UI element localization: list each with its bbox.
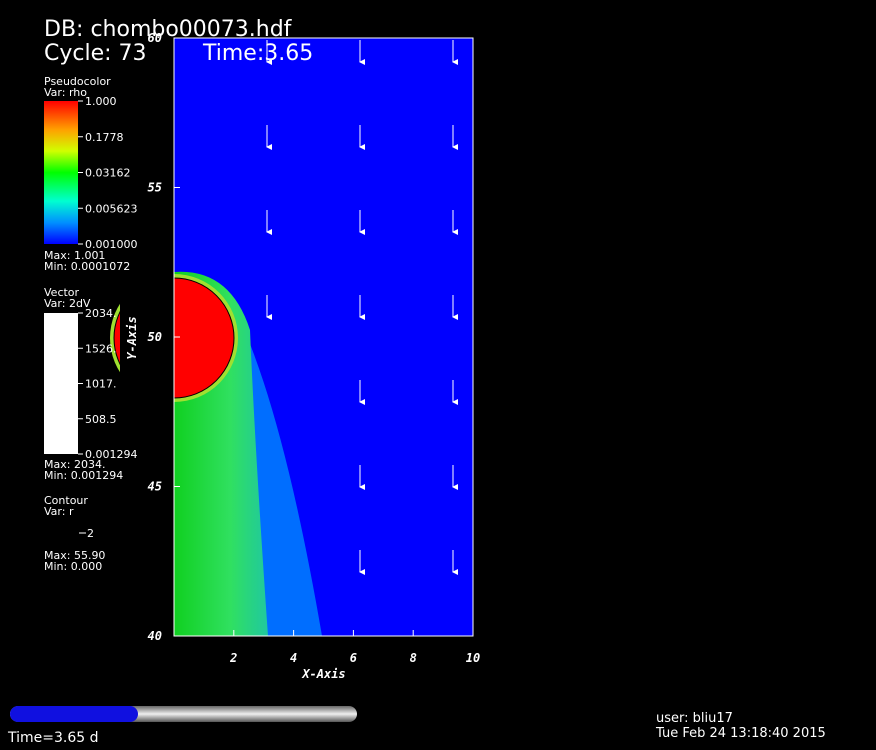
legend-min: Min: 0.0001072 (44, 260, 130, 273)
legend-tick-label: 508.5 (85, 413, 117, 426)
x-tick-label: 8 (410, 651, 417, 665)
cycle-label: Cycle: 73 (44, 41, 147, 66)
legend-max: Max: 1.001 (44, 249, 105, 262)
legend-var: Var: 2dV (44, 297, 91, 310)
x-tick-label: 2 (229, 651, 237, 665)
x-tick-label: 4 (290, 651, 297, 665)
legend-tick-label: 2034. (85, 307, 117, 320)
legend-min: Min: 0.001294 (44, 469, 123, 482)
vector-arrows (266, 40, 458, 575)
x-axis-label: X-Axis (301, 667, 345, 681)
legend-tick-label: 1.000 (85, 95, 117, 108)
contour-level: 2 (87, 527, 94, 540)
colorbar (44, 101, 78, 244)
legend-var: Var: r (44, 505, 74, 518)
legend-tick-label: 0.001000 (85, 238, 138, 251)
legend-max: Max: 2034. (44, 458, 105, 471)
legend-min: Min: 0.000 (44, 560, 102, 573)
footer-time: Time=3.65 d (7, 730, 99, 746)
legend-title: Vector (44, 286, 80, 299)
y-tick-label: 45 (148, 480, 162, 494)
vector-bar (44, 313, 78, 454)
mask (120, 38, 174, 638)
time-label: Time:3.65 (202, 41, 313, 66)
legend-tick-label: 1017. (85, 378, 117, 391)
date-label: Tue Feb 24 13:18:40 2015 (655, 726, 826, 741)
y-tick-label: 50 (148, 330, 162, 344)
x-tick-label: 6 (350, 651, 357, 665)
legend-tick-label: 1526. (85, 342, 117, 355)
legend-var: Var: rho (44, 86, 87, 99)
time-slider-progress (10, 706, 138, 722)
legend-tick-label: 0.001294 (85, 448, 138, 461)
legend-tick-label: 0.03162 (85, 167, 131, 180)
user-label: user: bliu17 (656, 711, 733, 726)
legend-tick-label: 0.005623 (85, 202, 138, 215)
legend-title: Contour (44, 494, 88, 507)
legend-title: Pseudocolor (44, 75, 111, 88)
y-tick-label: 60 (148, 31, 162, 45)
y-tick-label: 55 (148, 181, 162, 195)
x-tick-label: 10 (466, 651, 480, 665)
legend-tick-label: 0.1778 (85, 131, 124, 144)
db-label: DB: chombo00073.hdf (44, 17, 293, 42)
legend-max: Max: 55.90 (44, 549, 105, 562)
y-axis-label: Y-Axis (125, 316, 139, 359)
y-tick-label: 40 (148, 629, 162, 643)
